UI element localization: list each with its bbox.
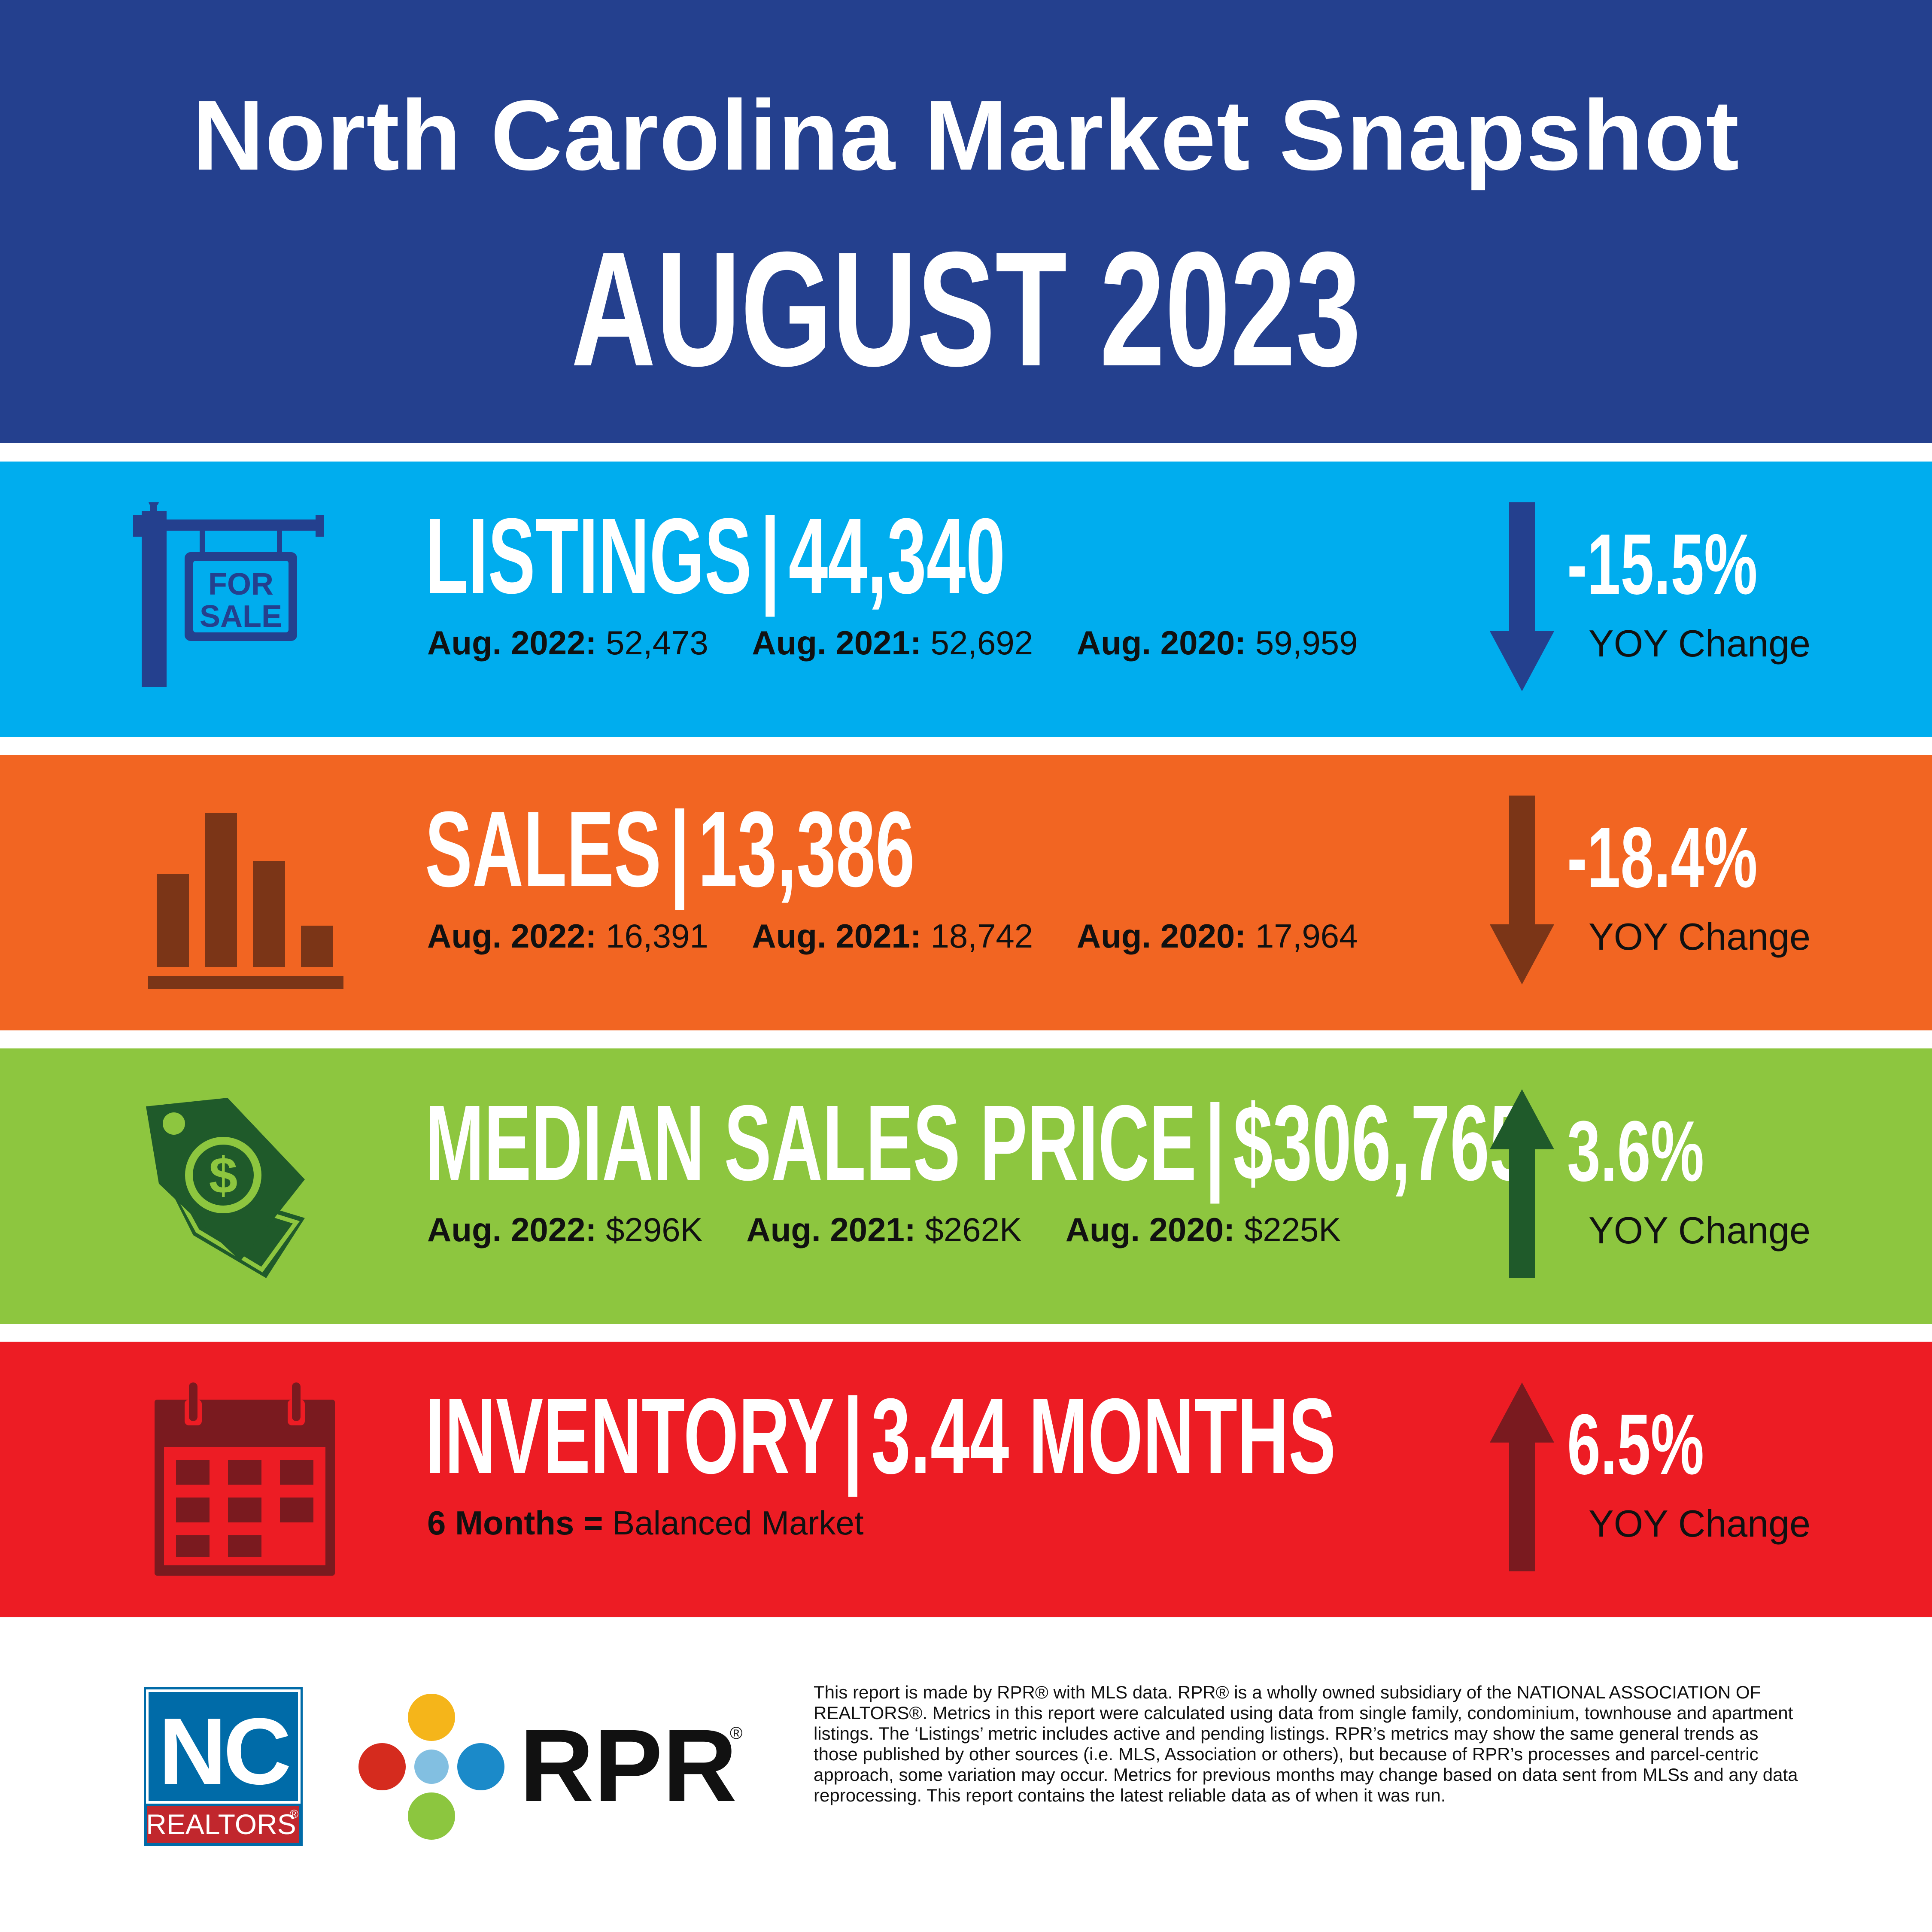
listings-separator: | xyxy=(760,496,780,616)
nc-logo-big-text: NC xyxy=(158,1698,289,1804)
listings-history-value: 59,959 xyxy=(1255,624,1358,662)
header-banner: North Carolina Market Snapshot AUGUST 20… xyxy=(0,0,1932,443)
listings-band: FOR SALE LISTINGS|44,340 Aug. 2022: 52,4… xyxy=(0,462,1932,737)
rpr-logo-mark: ® xyxy=(730,1724,742,1743)
listings-history-value: 52,473 xyxy=(606,624,708,662)
median-price-history-label: Aug. 2021: xyxy=(746,1211,916,1249)
sales-history-label: Aug. 2021: xyxy=(752,917,921,955)
arrow-up-icon xyxy=(1490,1089,1554,1278)
listings-history-label: Aug. 2022: xyxy=(427,624,597,662)
inventory-change-label: YOY Change xyxy=(1589,1502,1810,1545)
median-price-change-label: YOY Change xyxy=(1589,1209,1810,1252)
sales-history-value: 16,391 xyxy=(606,917,708,955)
nc-logo-small-text: REALTORS xyxy=(146,1808,296,1840)
sales-history-value: 18,742 xyxy=(930,917,1033,955)
price-tag-dollar: $ xyxy=(209,1147,238,1204)
rpr-logo: RPR ® xyxy=(358,1694,742,1840)
for-sale-sign-text-top: FOR xyxy=(208,567,273,601)
median-price-history-label: Aug. 2020: xyxy=(1065,1211,1235,1249)
median-price-separator: | xyxy=(1205,1083,1225,1203)
price-tag-icon: $ xyxy=(146,1098,305,1278)
arrow-down-icon xyxy=(1490,796,1554,984)
sales-separator: | xyxy=(669,789,690,909)
median-price-band: $ MEDIAN SALES PRICE|$306,765 Aug. 2022:… xyxy=(0,1048,1932,1324)
median-price-label: MEDIAN SALES PRICE xyxy=(425,1083,1197,1203)
median-price-value: $306,765 xyxy=(1233,1083,1529,1203)
listings-headline: LISTINGS|44,340 xyxy=(425,502,1005,610)
median-price-history: Aug. 2022: $296K Aug. 2021: $262K Aug. 2… xyxy=(427,1213,1375,1246)
sales-change-label: YOY Change xyxy=(1589,915,1810,958)
sales-history-value: 17,964 xyxy=(1255,917,1358,955)
page-title: North Carolina Market Snapshot xyxy=(192,80,1740,191)
inventory-band: INVENTORY|3.44 MONTHS 6 Months = Balance… xyxy=(0,1342,1932,1617)
inventory-headline: INVENTORY|3.44 MONTHS xyxy=(425,1382,1336,1490)
sales-value: 13,386 xyxy=(698,789,915,909)
rpr-logo-text: RPR xyxy=(519,1708,737,1823)
listings-change: -15.5% xyxy=(1567,516,1758,612)
arrow-up-icon xyxy=(1490,1382,1554,1571)
inventory-label: INVENTORY xyxy=(425,1376,835,1496)
inventory-value: 3.44 MONTHS xyxy=(871,1376,1336,1496)
page-subtitle: AUGUST 2023 xyxy=(571,218,1361,400)
median-price-headline: MEDIAN SALES PRICE|$306,765 xyxy=(425,1089,1529,1197)
sales-headline: SALES|13,386 xyxy=(425,796,915,903)
sales-history: Aug. 2022: 16,391 Aug. 2021: 18,742 Aug.… xyxy=(427,919,1392,953)
listings-label: LISTINGS xyxy=(425,496,752,616)
sales-history-label: Aug. 2022: xyxy=(427,917,597,955)
median-price-history-value: $262K xyxy=(925,1211,1022,1249)
listings-value: 44,340 xyxy=(788,496,1005,616)
listings-history-value: 52,692 xyxy=(930,624,1033,662)
listings-history-label: Aug. 2021: xyxy=(752,624,921,662)
bar-chart-icon xyxy=(148,813,343,989)
median-price-change: 3.6% xyxy=(1567,1103,1704,1199)
median-price-history-value: $225K xyxy=(1244,1211,1341,1249)
calendar-icon xyxy=(155,1382,335,1576)
inventory-separator: | xyxy=(843,1376,863,1496)
listings-history-label: Aug. 2020: xyxy=(1076,624,1246,662)
arrow-down-icon xyxy=(1490,502,1554,691)
sales-label: SALES xyxy=(425,789,662,909)
nc-logo-mark: ® xyxy=(290,1807,299,1821)
inventory-note-value: Balanced Market xyxy=(612,1504,864,1542)
for-sale-sign-icon: FOR SALE xyxy=(133,502,324,687)
sales-history-label: Aug. 2020: xyxy=(1076,917,1246,955)
disclaimer-text: This report is made by RPR® with MLS dat… xyxy=(814,1682,1798,1805)
listings-change-label: YOY Change xyxy=(1589,622,1810,665)
inventory-note: 6 Months = Balanced Market xyxy=(427,1506,864,1540)
median-price-history-label: Aug. 2022: xyxy=(427,1211,597,1249)
inventory-change: 6.5% xyxy=(1567,1397,1704,1492)
listings-history: Aug. 2022: 52,473 Aug. 2021: 52,692 Aug.… xyxy=(427,626,1392,659)
sales-band: SALES|13,386 Aug. 2022: 16,391 Aug. 2021… xyxy=(0,755,1932,1030)
nc-realtors-logo: NC REALTORS ® xyxy=(144,1687,303,1846)
median-price-history-value: $296K xyxy=(606,1211,703,1249)
for-sale-sign-text-bottom: SALE xyxy=(200,599,282,634)
inventory-note-label: 6 Months = xyxy=(427,1504,603,1542)
sales-change: -18.4% xyxy=(1567,810,1758,905)
